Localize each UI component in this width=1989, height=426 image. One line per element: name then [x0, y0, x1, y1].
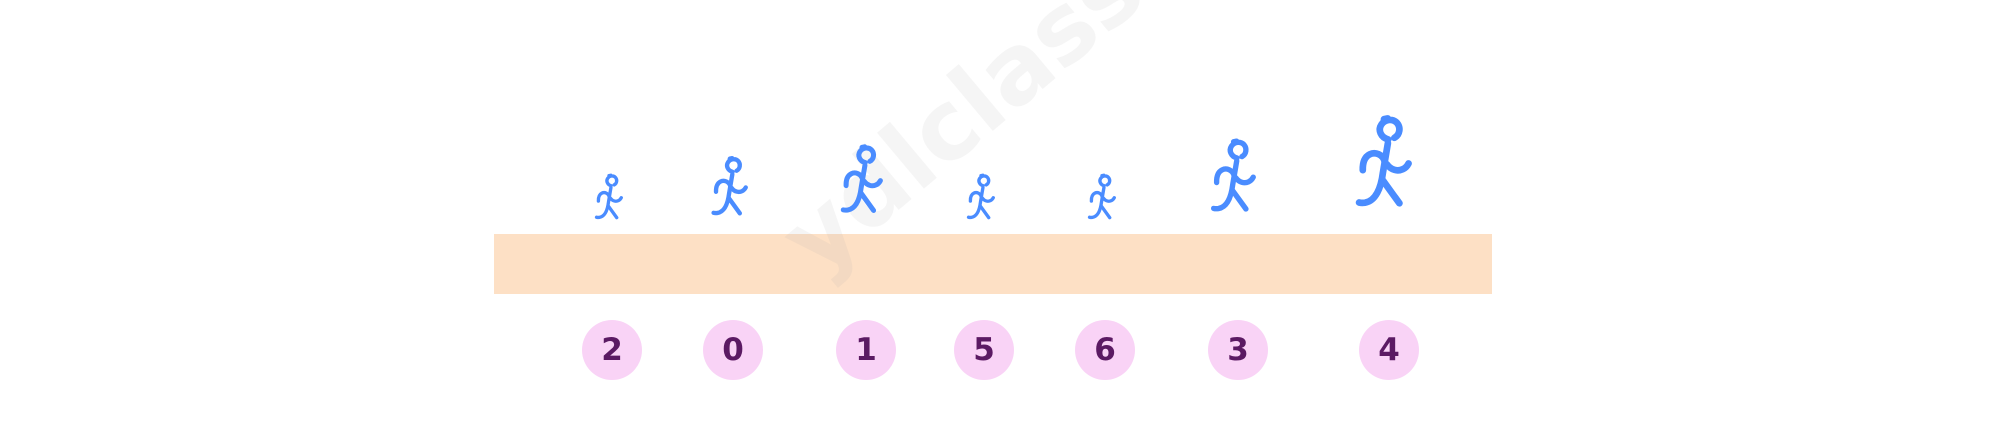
runner-icon	[840, 144, 884, 213]
number-badge: 1	[836, 320, 896, 380]
runner-icon	[967, 173, 996, 220]
number-badge: 6	[1075, 320, 1135, 380]
running-track	[494, 234, 1492, 294]
number-badge: 5	[954, 320, 1014, 380]
number-badge: 2	[582, 320, 642, 380]
number-badge: 0	[703, 320, 763, 380]
number-badge: 3	[1208, 320, 1268, 380]
runner-icon	[595, 173, 624, 220]
runner-icon	[1211, 138, 1257, 212]
runner-icon	[711, 156, 748, 216]
runner-icon	[1355, 115, 1412, 207]
number-badge: 4	[1359, 320, 1419, 380]
runner-icon	[1088, 173, 1117, 220]
